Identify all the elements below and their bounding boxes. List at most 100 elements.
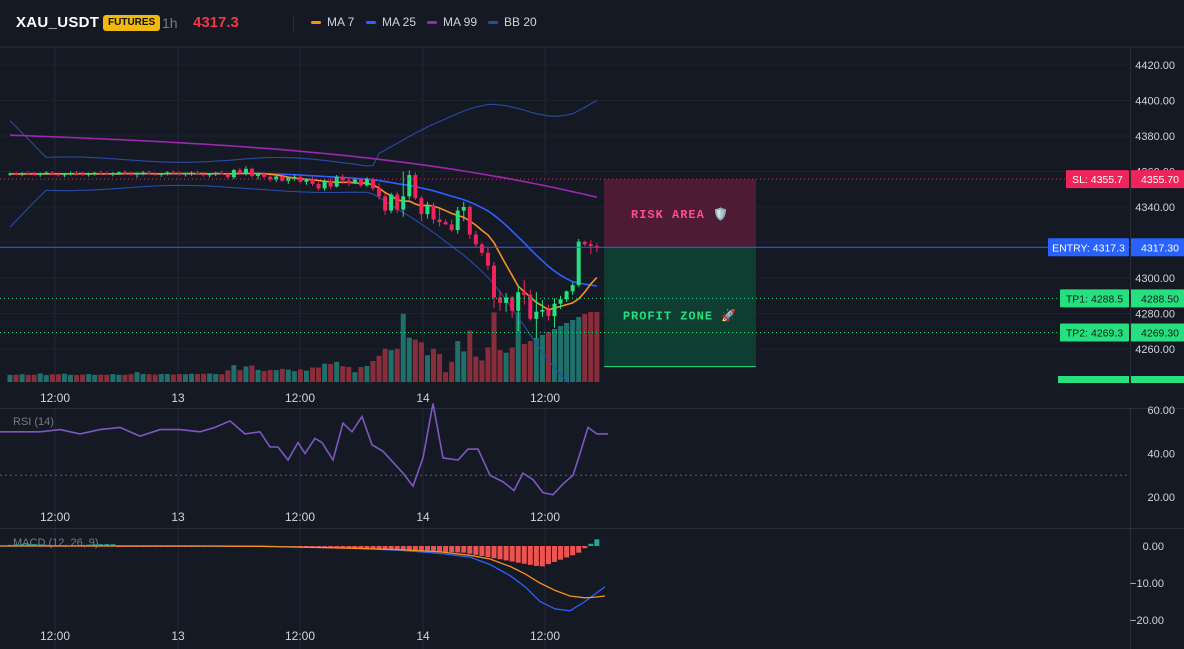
risk-reward-zones[interactable]: RISK AREA 🛡️ PROFIT ZONE 🚀 (604, 179, 756, 368)
candle-body (50, 172, 55, 175)
macd-hist-bar (110, 544, 116, 546)
candle-body (213, 172, 218, 174)
volume-bar (461, 351, 467, 382)
last-price: 4317.3 (193, 14, 239, 31)
rsi-pane (0, 403, 1130, 496)
candle-body (546, 309, 551, 317)
tag-label: TP1: 4288.5 (1066, 293, 1123, 305)
macd-hist-bar (352, 546, 358, 549)
candle-body (243, 168, 248, 174)
volume-bar (485, 347, 491, 382)
volume-bar (146, 374, 152, 382)
legend-ma7[interactable]: MA 7 (311, 15, 354, 29)
tag-label-bg-1 (1048, 238, 1129, 257)
volume-bar (316, 367, 322, 382)
price-axis[interactable]: 4420.004400.004380.004360.004340.004320.… (1135, 60, 1175, 356)
candle-body (86, 173, 91, 175)
candle-body (62, 173, 67, 176)
legend-ma99[interactable]: MA 99 (427, 15, 477, 29)
candle-body (153, 173, 158, 175)
tp3-tag-partial (1058, 376, 1129, 383)
macd-hist-bar (497, 546, 503, 560)
candle-body (26, 173, 31, 175)
macd-hist-bar (394, 546, 400, 551)
volume-bar (406, 337, 412, 382)
macd-hist-bar (515, 546, 521, 563)
price-tags: SL: 4355.7 4355.70 ENTRY: 4317.3 4317.30 TP1… (0, 170, 1184, 408)
macd-hist-bar (491, 546, 497, 559)
macd-tick-label: −10.00 (1130, 578, 1164, 590)
candle-body (207, 173, 212, 176)
volume-bar (134, 372, 140, 382)
candle-body (250, 168, 254, 176)
volume-bar (182, 374, 188, 382)
volume-bars (7, 312, 600, 382)
volume-bar (25, 374, 31, 382)
volume-bar (176, 374, 182, 382)
volume-bar (533, 338, 539, 382)
candle-body (419, 198, 424, 215)
macd-hist-bar (545, 546, 551, 565)
macd-hist-bar (594, 539, 600, 546)
timeframe-label[interactable]: 1h (162, 15, 178, 31)
macd-hist-bar (98, 544, 104, 546)
tag-value: 4288.50 (1141, 293, 1179, 305)
volume-bar (43, 375, 49, 382)
candle-body (431, 205, 436, 220)
tag-value: 4317.30 (1141, 242, 1179, 254)
tag-value-bg-3 (1131, 323, 1184, 342)
candle-body (135, 173, 140, 175)
volume-bar (80, 374, 86, 382)
symbol-name[interactable]: XAU_USDT (16, 14, 100, 31)
candle-body (20, 173, 25, 175)
candle-body (479, 244, 484, 253)
candle-body (122, 172, 127, 174)
legend-bb20[interactable]: BB 20 (488, 15, 537, 29)
volume-bar (19, 374, 25, 382)
candle-body (346, 180, 351, 184)
signal-line (0, 545, 606, 599)
rsi-title: RSI (14) (13, 416, 54, 428)
volume-bar (515, 312, 521, 382)
volume-bar (37, 373, 43, 382)
time-label: 12:00 (40, 391, 70, 405)
time-label: 12:00 (285, 629, 315, 643)
macd-hist-bar (552, 546, 557, 562)
time-axis[interactable]: 12:00 13 12:00 14 12:00 12:00 13 12:00 14 12:00 12… (40, 391, 560, 643)
candle-body (280, 176, 285, 181)
legend-ma25[interactable]: MA 25 (366, 15, 416, 29)
candle-body (449, 224, 454, 231)
tag-label-bg-0 (1066, 170, 1129, 189)
risk-area-label: RISK AREA 🛡️ (631, 207, 729, 222)
rsi-axis[interactable]: 60.00 40.00 20.00 (1147, 405, 1175, 504)
volume-bar (122, 374, 128, 382)
macd-hist-bar (400, 546, 406, 551)
macd-axis[interactable]: 0.00 −10.00 −20.00 (1130, 541, 1164, 627)
tag-value-bg-2 (1131, 289, 1184, 308)
candle-body (594, 246, 599, 248)
candle-body (383, 196, 388, 211)
volume-bar (86, 374, 92, 382)
volume-bar (479, 360, 485, 382)
volume-bar (328, 363, 334, 382)
macd-hist-bar (570, 546, 576, 556)
macd-hist-bar (322, 546, 328, 548)
macd-hist-bar (539, 546, 545, 567)
volume-bar (164, 374, 170, 382)
volume-bar (255, 369, 261, 382)
macd-hist-bar (37, 544, 43, 546)
macd-hist-bar (25, 544, 31, 546)
trade-levels (0, 178, 1130, 333)
macd-hist-bar (479, 546, 485, 556)
candle-body (358, 179, 363, 186)
candle-body (80, 173, 85, 175)
price-tick-label: 4420.00 (1135, 60, 1175, 72)
macd-pane (0, 539, 606, 612)
volume-bar (437, 354, 443, 382)
volume-bar (418, 342, 424, 382)
candle-body (268, 176, 273, 180)
macd-hist-bar (509, 546, 515, 562)
candle-body (467, 207, 472, 235)
volume-bar (431, 348, 436, 382)
